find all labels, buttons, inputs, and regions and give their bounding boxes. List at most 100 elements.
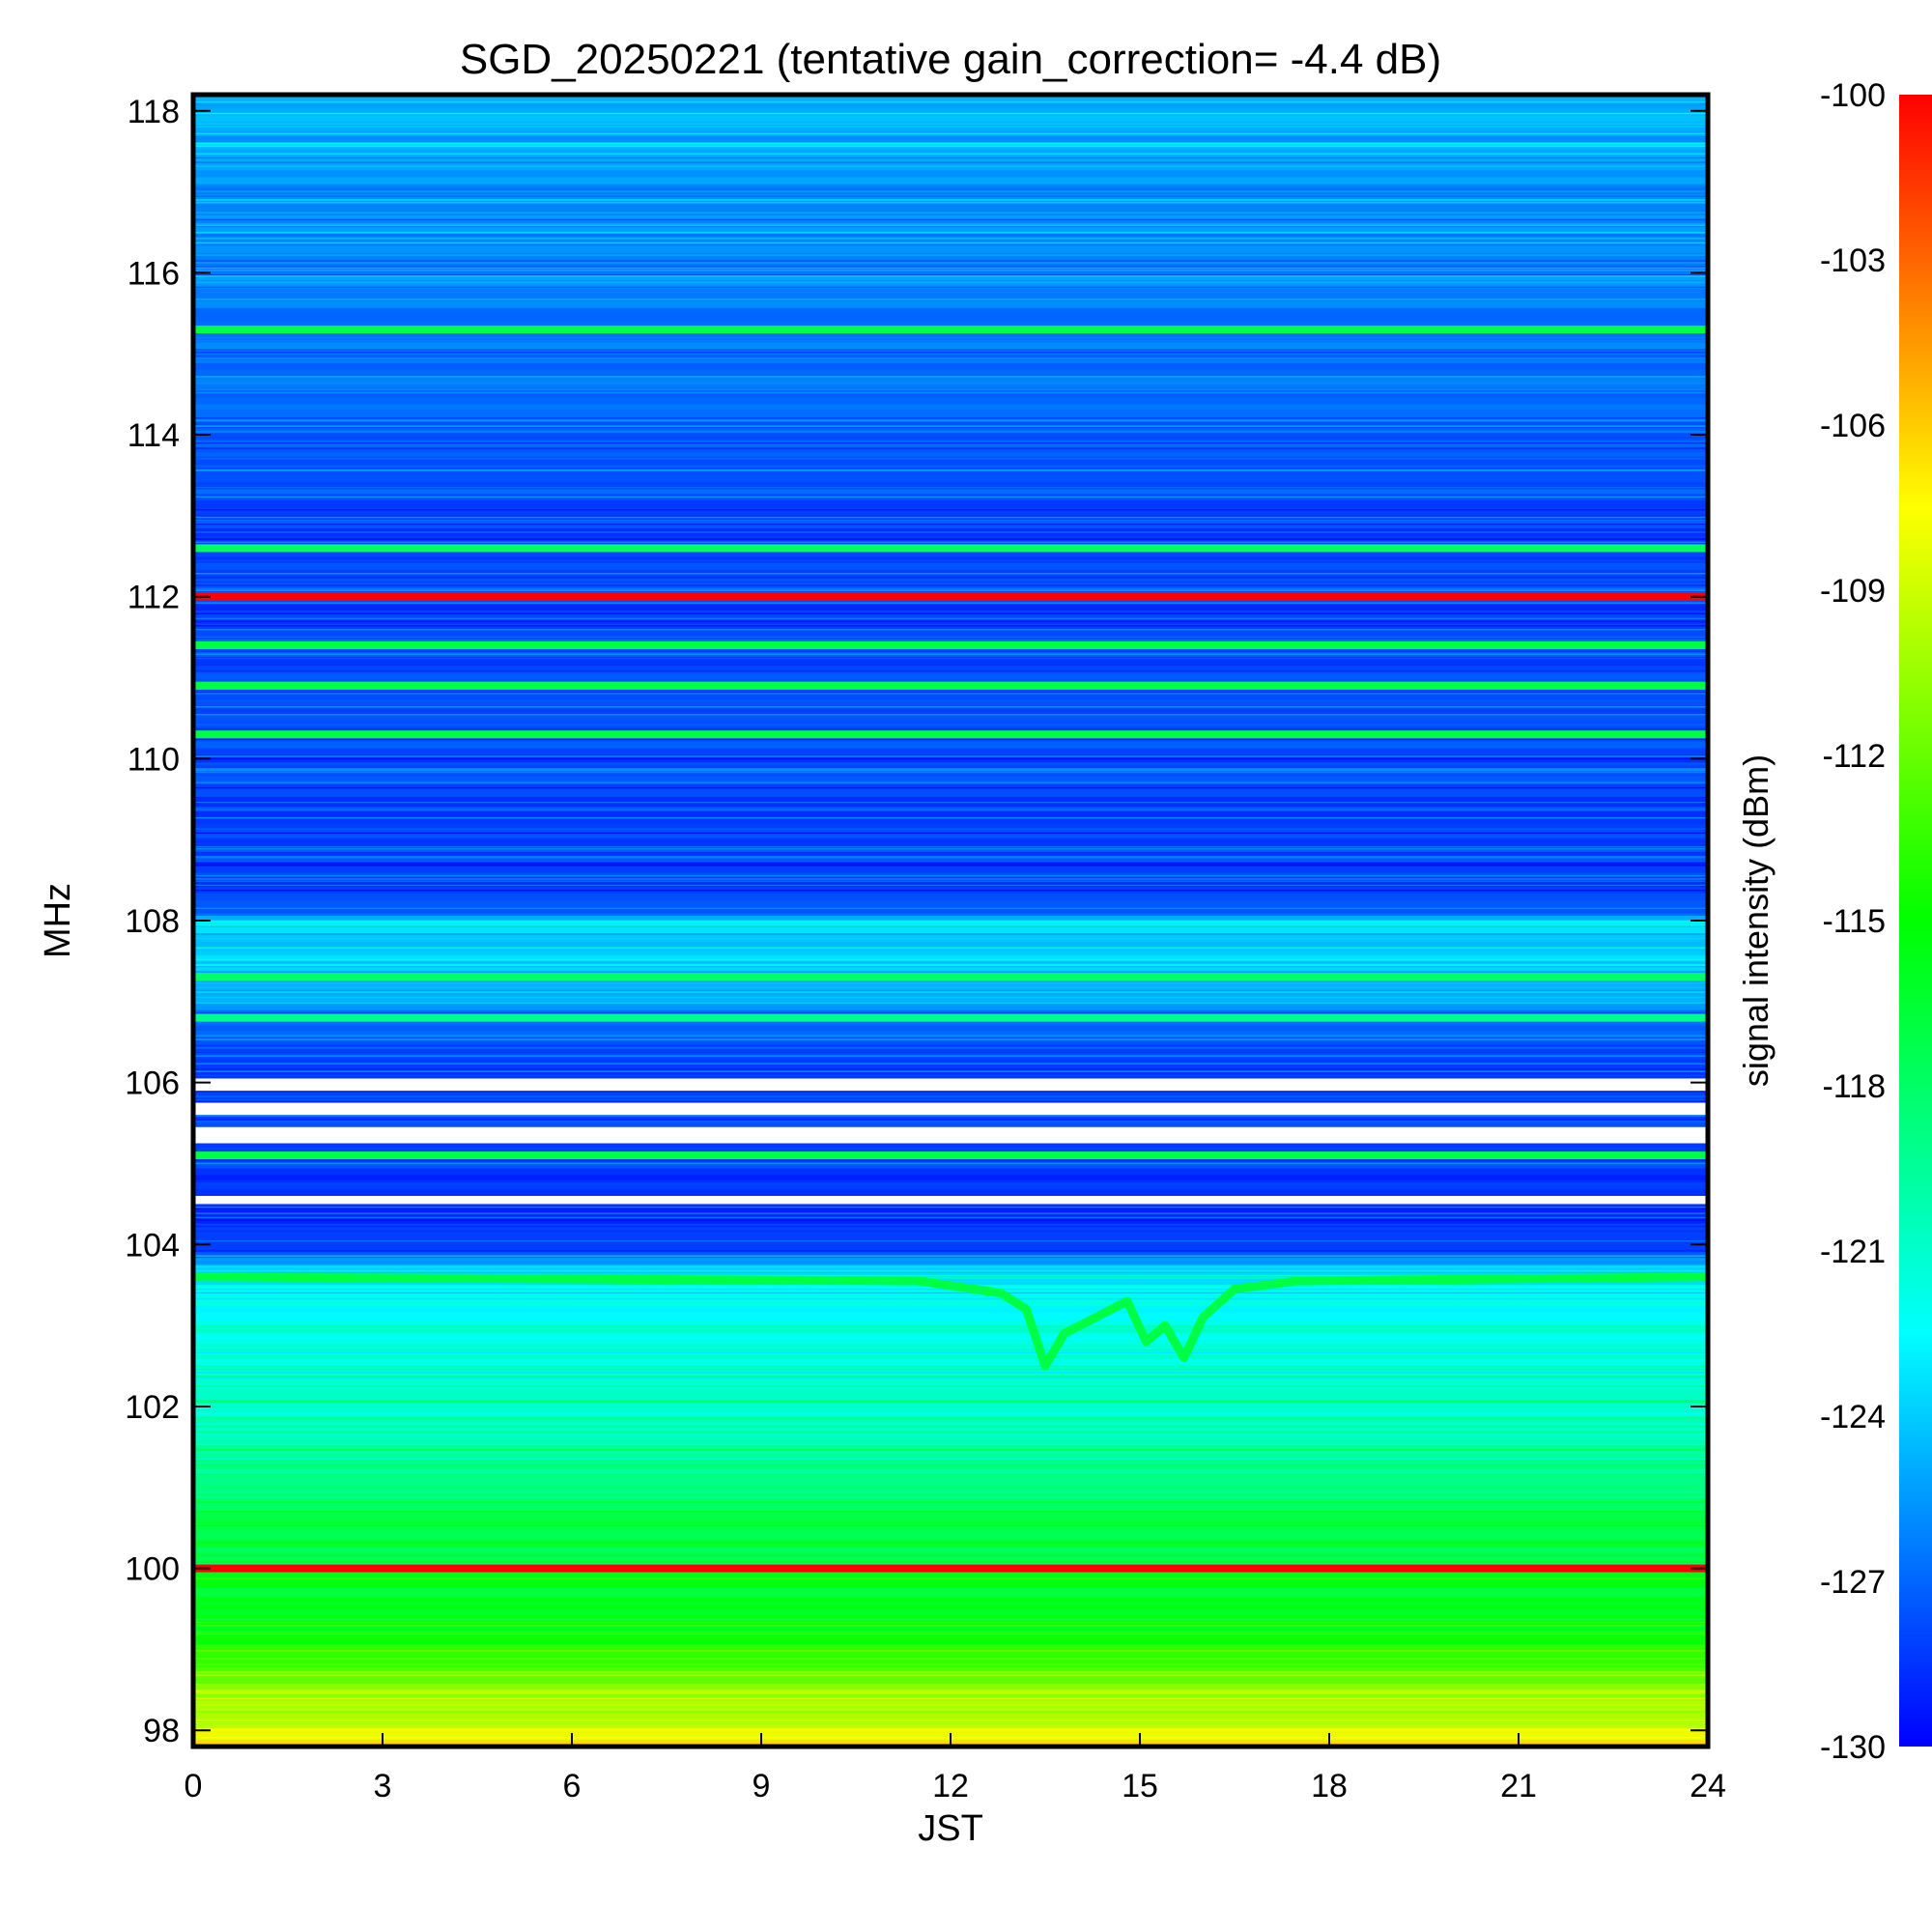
heatmap-stripe (193, 1722, 1708, 1725)
heatmap-stripe (193, 1701, 1708, 1704)
heatmap-stripe (193, 286, 1708, 289)
x-tick-label: 18 (1311, 1768, 1348, 1804)
heatmap-stripe (193, 1719, 1708, 1720)
heatmap-strong-lines (193, 326, 1708, 1573)
heatmap-row (193, 1251, 1708, 1259)
heatmap-stripe (193, 958, 1708, 961)
heatmap-row (193, 1492, 1708, 1500)
heatmap-stripe (193, 353, 1708, 355)
heatmap-stripe (193, 100, 1708, 103)
heatmap-row (193, 1243, 1708, 1252)
heatmap-stripe (193, 1038, 1708, 1040)
heatmap-stripe (193, 1024, 1708, 1026)
heatmap-row (193, 851, 1708, 860)
heatmap-stripe (193, 1219, 1708, 1221)
heatmap-stripe (193, 1070, 1708, 1072)
heatmap-row (193, 796, 1708, 805)
heatmap-row (193, 1691, 1708, 1699)
heatmap-stripe (193, 1216, 1708, 1219)
heatmap-stripe (193, 889, 1708, 892)
heatmap-stripe (193, 920, 1708, 923)
heatmap-stripe (193, 1119, 1708, 1121)
heatmap-stripe (193, 224, 1708, 227)
heatmap-stripe (193, 840, 1708, 842)
heatmap-stripe (193, 1521, 1708, 1523)
heatmap-stripe (193, 439, 1708, 440)
heatmap-row (193, 156, 1708, 164)
heatmap-stripe (193, 1297, 1708, 1300)
heatmap-stripe (193, 383, 1708, 384)
strong-signal-line (193, 681, 1708, 690)
heatmap-stripe (193, 1270, 1708, 1272)
heatmap-stripe (193, 789, 1708, 792)
heatmap-stripe (193, 1542, 1708, 1544)
colorbar-tick-label: -106 (1820, 408, 1886, 444)
heatmap-stripe (193, 427, 1708, 429)
colorbar-tick-label: -109 (1820, 573, 1886, 610)
heatmap-row (193, 1381, 1708, 1390)
heatmap-stripe (193, 589, 1708, 592)
heatmap-row (193, 384, 1708, 391)
heatmap-stripe (193, 1619, 1708, 1622)
heatmap-stripe (193, 1293, 1708, 1295)
heatmap-row (193, 1608, 1708, 1617)
heatmap-stripe (193, 1319, 1708, 1321)
heatmap-stripe (193, 625, 1708, 627)
heatmap-stripe (193, 1055, 1708, 1057)
heatmap-stripe (193, 1035, 1708, 1037)
heatmap-stripe (193, 1561, 1708, 1564)
heatmap-row (193, 741, 1708, 750)
heatmap-stripe (193, 502, 1708, 504)
heatmap-stripe (193, 572, 1708, 575)
heatmap-stripe (193, 576, 1708, 579)
heatmap-stripe (193, 857, 1708, 860)
heatmap-row (193, 170, 1708, 179)
heatmap-stripe (193, 996, 1708, 999)
no-data-band (193, 1126, 1708, 1144)
strong-signal-line (193, 544, 1708, 553)
heatmap-stripe (193, 1524, 1708, 1527)
heatmap-stripe (193, 456, 1708, 459)
heatmap-stripe (193, 636, 1708, 639)
heatmap-row (193, 1588, 1708, 1596)
heatmap-stripe (193, 218, 1708, 221)
heatmap-row (193, 101, 1708, 109)
heatmap-row (193, 1051, 1708, 1060)
heatmap-stripe (193, 1224, 1708, 1227)
heatmap-stripe (193, 1409, 1708, 1411)
heatmap-row (193, 611, 1708, 619)
heatmap-stripe (193, 862, 1708, 865)
heatmap-stripe (193, 1206, 1708, 1208)
heatmap-stripe (193, 496, 1708, 498)
heatmap-stripe (193, 1265, 1708, 1268)
heatmap-row (193, 1120, 1708, 1128)
heatmap-stripe (193, 971, 1708, 973)
heatmap-row (193, 989, 1708, 997)
heatmap-stripe (193, 1468, 1708, 1471)
heatmap-stripe (193, 1492, 1708, 1493)
heatmap-row (193, 1353, 1708, 1362)
heatmap-stripe (193, 1658, 1708, 1660)
heatmap-stripe (193, 711, 1708, 714)
heatmap-row (193, 1168, 1708, 1177)
heatmap-stripe (193, 469, 1708, 471)
y-axis-ticks: 98 100 102 104 106 108 110 112 114 116 118 (125, 94, 1708, 1749)
heatmap-stripe (193, 844, 1708, 846)
heatmap-row (193, 734, 1708, 743)
heatmap-row (193, 95, 1708, 102)
heatmap-row (193, 555, 1708, 564)
heatmap-stripe (193, 1291, 1708, 1293)
heatmap-stripe (193, 1349, 1708, 1351)
heatmap-row (193, 1677, 1708, 1686)
heatmap-row (193, 1430, 1708, 1437)
heatmap-row (193, 1595, 1708, 1603)
heatmap-row (193, 1725, 1708, 1734)
heatmap-row (193, 322, 1708, 329)
heatmap-stripe (193, 690, 1708, 692)
heatmap-stripe (193, 1548, 1708, 1551)
y-tick-label: 118 (128, 94, 180, 130)
heatmap-stripe (193, 878, 1708, 880)
heatmap-stripe (193, 444, 1708, 447)
heatmap-stripe (193, 112, 1708, 115)
heatmap-stripe (193, 1720, 1708, 1723)
